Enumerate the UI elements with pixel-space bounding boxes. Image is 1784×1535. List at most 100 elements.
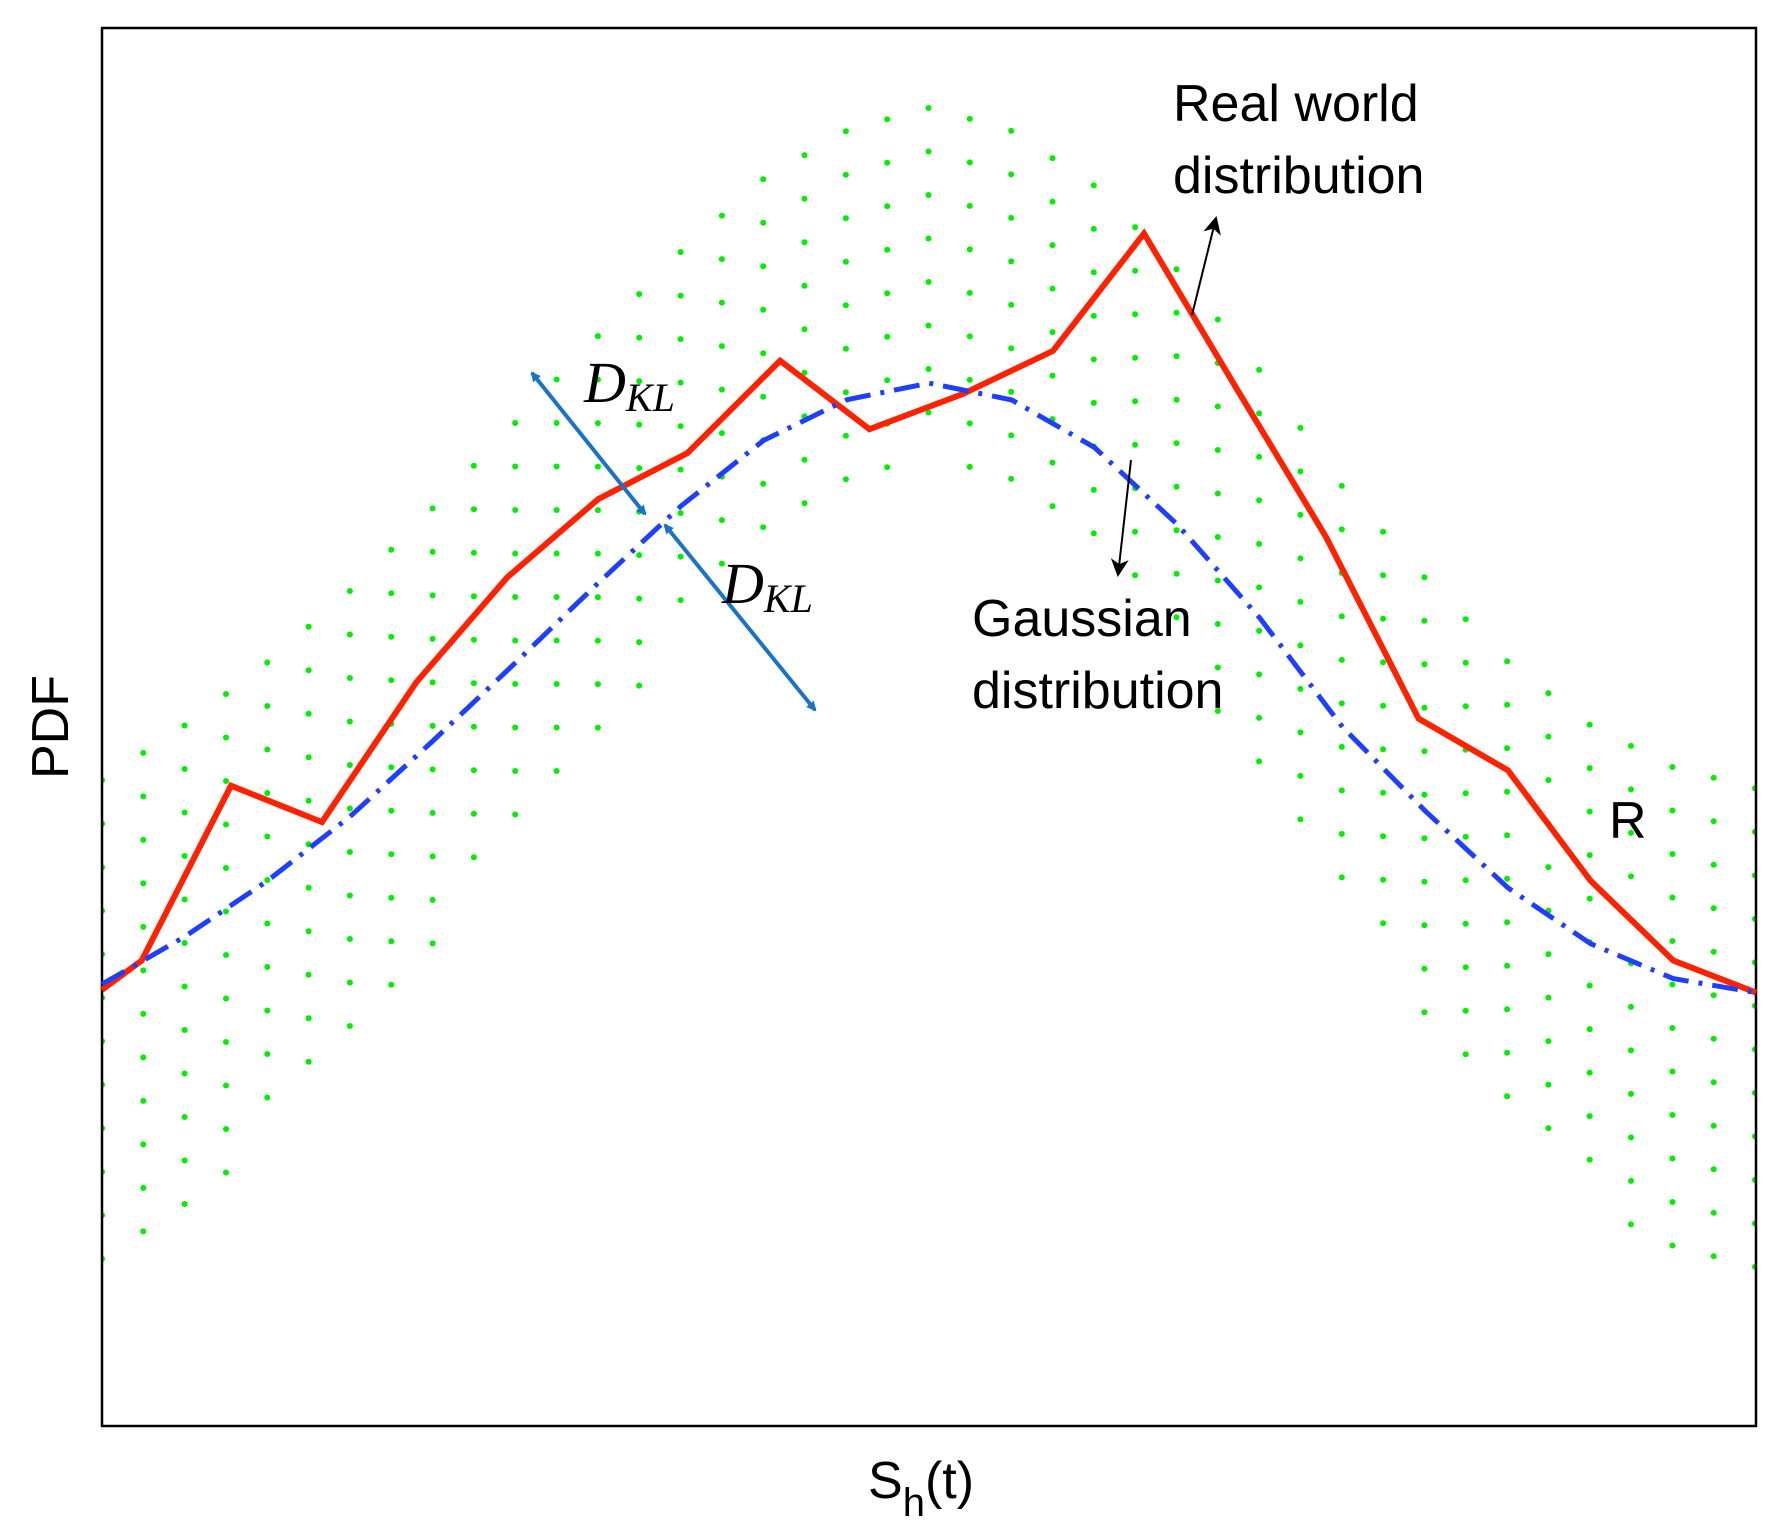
background-dot [1008, 388, 1015, 395]
background-dot [842, 432, 849, 439]
x-axis-label-sub: h [903, 1481, 925, 1525]
gaussian-label-line1: Gaussian [972, 590, 1192, 648]
background-dot [1628, 1090, 1634, 1097]
background-dot [677, 466, 684, 473]
background-dot [925, 279, 932, 285]
background-dot [346, 805, 353, 812]
background-dot [264, 703, 271, 709]
background-dot [470, 549, 477, 556]
background-dot [1628, 829, 1634, 836]
background-dot [1090, 530, 1097, 537]
y-axis-label: PDF [22, 675, 80, 779]
background-dot [1297, 424, 1304, 431]
background-dot [305, 884, 312, 891]
background-dot [594, 724, 601, 731]
background-dot [1173, 614, 1180, 621]
background-dot [388, 851, 395, 858]
background-dot [1421, 922, 1428, 929]
background-dot [512, 681, 519, 687]
background-dot [181, 1070, 188, 1077]
background-dot [1297, 816, 1304, 823]
background-dot [1256, 758, 1263, 765]
background-dot [1090, 399, 1097, 406]
background-dot [1421, 617, 1428, 624]
background-dot [1297, 685, 1304, 692]
background-dot [140, 793, 147, 800]
background-dot [429, 853, 436, 860]
background-dot [553, 376, 560, 383]
background-dot [884, 377, 891, 384]
real-world-label-line2: distribution [1173, 147, 1424, 205]
background-dot [801, 500, 808, 507]
background-dot [1504, 658, 1511, 665]
background-dot [1504, 875, 1511, 882]
background-dot [1669, 1242, 1676, 1249]
background-dot [553, 681, 560, 687]
background-dot [760, 263, 767, 270]
background-dot [1504, 832, 1511, 839]
background-dot [264, 1007, 271, 1014]
x-axis-label: Sh(t) [868, 1452, 974, 1525]
background-dot [1214, 664, 1221, 671]
background-dot [388, 590, 395, 597]
background-dot [1132, 267, 1139, 274]
background-dot [1173, 570, 1180, 577]
background-dot [553, 550, 560, 557]
gaussian-distribution-line [100, 380, 1757, 996]
background-dot [718, 212, 725, 219]
background-dot [677, 292, 684, 299]
background-dot [305, 710, 312, 717]
background-dot [1338, 613, 1345, 620]
background-dot [1710, 1122, 1717, 1129]
background-dot [223, 778, 229, 784]
background-dot [801, 456, 808, 463]
background-dot [842, 476, 849, 483]
background-dot [1256, 584, 1263, 591]
background-dot [1380, 659, 1387, 666]
background-dot [429, 505, 436, 512]
background-dot [1173, 527, 1180, 534]
background-dot [760, 524, 767, 531]
background-dot [264, 964, 271, 970]
background-dot [1669, 938, 1676, 944]
background-dot [718, 343, 725, 350]
background-dot [1421, 878, 1428, 885]
background-dot [677, 379, 684, 386]
background-dot [1710, 1253, 1717, 1260]
dkl-label-upper-sub: KL [625, 375, 675, 420]
background-dot [140, 923, 147, 930]
background-dot [305, 971, 312, 978]
background-dot [140, 1141, 147, 1148]
background-dot [1710, 774, 1717, 781]
background-dot [1462, 1051, 1469, 1058]
background-dot [1256, 453, 1263, 460]
background-dot [801, 239, 808, 246]
background-dot [677, 423, 684, 430]
background-dot [1586, 1026, 1593, 1033]
background-dot [512, 463, 519, 470]
background-dot [1380, 789, 1387, 796]
background-dot [1214, 621, 1221, 627]
background-dot [1504, 919, 1511, 926]
background-dot [966, 289, 973, 296]
background-dot [677, 510, 684, 517]
background-dot [264, 1051, 271, 1057]
background-dot [512, 420, 519, 426]
background-dot [1628, 1221, 1634, 1228]
background-dot [1462, 877, 1469, 884]
background-dot [512, 507, 519, 513]
dkl-label-lower: DKL [721, 551, 813, 621]
background-dot [1132, 528, 1139, 535]
background-dot [181, 722, 188, 729]
background-dot [636, 465, 643, 472]
dkl-label-upper-main: D [583, 350, 626, 415]
background-dot [1462, 703, 1469, 710]
background-dot [1008, 345, 1015, 352]
background-dot [1628, 1134, 1634, 1141]
background-dot [140, 749, 147, 756]
background-dot [429, 809, 436, 816]
background-dot [1173, 309, 1180, 316]
background-dot [429, 592, 436, 599]
background-dot [1214, 490, 1221, 497]
background-dot [636, 639, 643, 646]
